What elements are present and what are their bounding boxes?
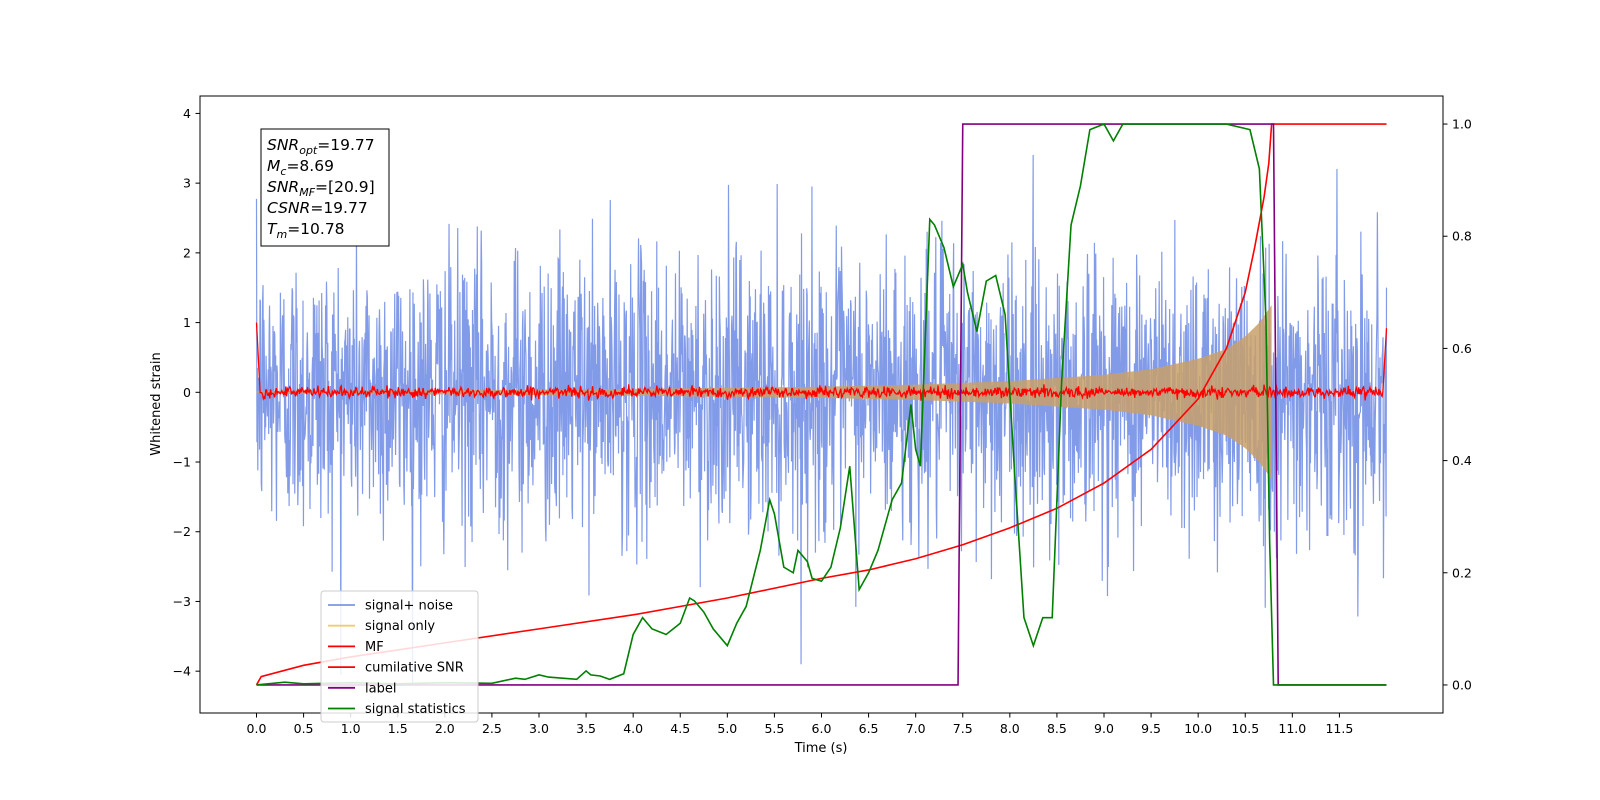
y-right-tick-label: 0.2 bbox=[1452, 565, 1472, 580]
x-tick-label: 9.5 bbox=[1141, 721, 1161, 736]
legend-label: MF bbox=[365, 640, 384, 655]
x-tick-label: 11.5 bbox=[1325, 721, 1353, 736]
legend-label: label bbox=[365, 681, 396, 696]
legend-label: signal+ noise bbox=[365, 599, 453, 614]
x-tick-label: 3.5 bbox=[576, 721, 596, 736]
y-right-tick-label: 0.6 bbox=[1452, 341, 1472, 356]
legend-label: signal only bbox=[365, 619, 435, 634]
y-tick-label: 1 bbox=[183, 315, 191, 330]
x-tick-label: 7.0 bbox=[906, 721, 926, 736]
x-tick-label: 9.0 bbox=[1094, 721, 1114, 736]
legend-item: signal statistics bbox=[328, 702, 466, 717]
x-tick-label: 1.5 bbox=[388, 721, 408, 736]
annotation-frame bbox=[260, 128, 390, 247]
x-axis-ticks: 0.0 0.5 1.0 1.5 2.0 2.5 3.0 3.5 4.0 4.5 5.0 5.5 6.0 6… bbox=[247, 713, 1353, 736]
x-tick-label: 11.0 bbox=[1278, 721, 1306, 736]
y-axis-left-ticks: 4 3 2 1 0 −1 −2 −3 −4 bbox=[173, 106, 200, 679]
y-right-tick-label: 0.8 bbox=[1452, 229, 1472, 244]
legend: signal+ noise signal only MF cumilative SNR… bbox=[320, 590, 479, 723]
y-tick-label: 4 bbox=[183, 106, 191, 121]
x-tick-label: 1.0 bbox=[341, 721, 361, 736]
legend-item: signal+ noise bbox=[328, 599, 453, 614]
annotation-line: CSNR=19.77 bbox=[267, 199, 368, 217]
series-mf-line bbox=[255, 322, 1388, 401]
y-tick-label: 2 bbox=[183, 245, 191, 260]
series-signal-statistics-line bbox=[256, 123, 1387, 686]
x-tick-label: 0.0 bbox=[247, 721, 267, 736]
annotation-line: Tm=10.78 bbox=[267, 220, 345, 241]
x-tick-label: 7.5 bbox=[953, 721, 973, 736]
x-tick-label: 10.0 bbox=[1184, 721, 1212, 736]
x-axis-label: Time (s) bbox=[794, 741, 848, 756]
y-tick-label: 0 bbox=[183, 385, 191, 400]
legend-label: cumilative SNR bbox=[365, 661, 464, 676]
x-tick-label: 5.5 bbox=[764, 721, 784, 736]
y-tick-label: −3 bbox=[173, 594, 191, 609]
x-tick-label: 8.0 bbox=[1000, 721, 1020, 736]
x-tick-label: 0.5 bbox=[294, 721, 314, 736]
x-tick-label: 2.0 bbox=[435, 721, 455, 736]
y-axis-right-ticks: 1.0 0.8 0.6 0.4 0.2 0.0 bbox=[1443, 117, 1472, 692]
legend-frame bbox=[320, 590, 479, 723]
y-axis-label: Whitened strain bbox=[149, 352, 164, 455]
x-tick-label: 2.5 bbox=[482, 721, 502, 736]
legend-item: label bbox=[328, 681, 396, 696]
x-tick-label: 6.5 bbox=[859, 721, 879, 736]
x-tick-label: 6.0 bbox=[812, 721, 832, 736]
x-tick-label: 3.0 bbox=[529, 721, 549, 736]
y-tick-label: −4 bbox=[173, 664, 191, 679]
legend-item: MF bbox=[328, 640, 384, 655]
y-right-tick-label: 0.0 bbox=[1452, 677, 1472, 692]
legend-item: cumilative SNR bbox=[328, 661, 464, 676]
x-tick-label: 10.5 bbox=[1231, 721, 1259, 736]
x-tick-label: 4.5 bbox=[670, 721, 690, 736]
y-tick-label: −2 bbox=[173, 524, 191, 539]
y-right-tick-label: 0.4 bbox=[1452, 453, 1472, 468]
x-tick-label: 4.0 bbox=[623, 721, 643, 736]
annotation-line: Mc=8.69 bbox=[267, 157, 334, 178]
annotation-line: SNRMF=[20.9] bbox=[267, 178, 375, 199]
x-tick-label: 5.0 bbox=[717, 721, 737, 736]
y-tick-label: 3 bbox=[183, 176, 191, 191]
annotation-line: SNRopt=19.77 bbox=[267, 136, 375, 157]
legend-item: signal only bbox=[328, 619, 435, 634]
y-tick-label: −1 bbox=[173, 455, 191, 470]
x-tick-label: 8.5 bbox=[1047, 721, 1067, 736]
annotation-box: SNRopt=19.77Mc=8.69SNRMF=[20.9]CSNR=19.7… bbox=[260, 128, 390, 247]
y-right-tick-label: 1.0 bbox=[1452, 117, 1472, 132]
legend-label: signal statistics bbox=[365, 702, 466, 717]
